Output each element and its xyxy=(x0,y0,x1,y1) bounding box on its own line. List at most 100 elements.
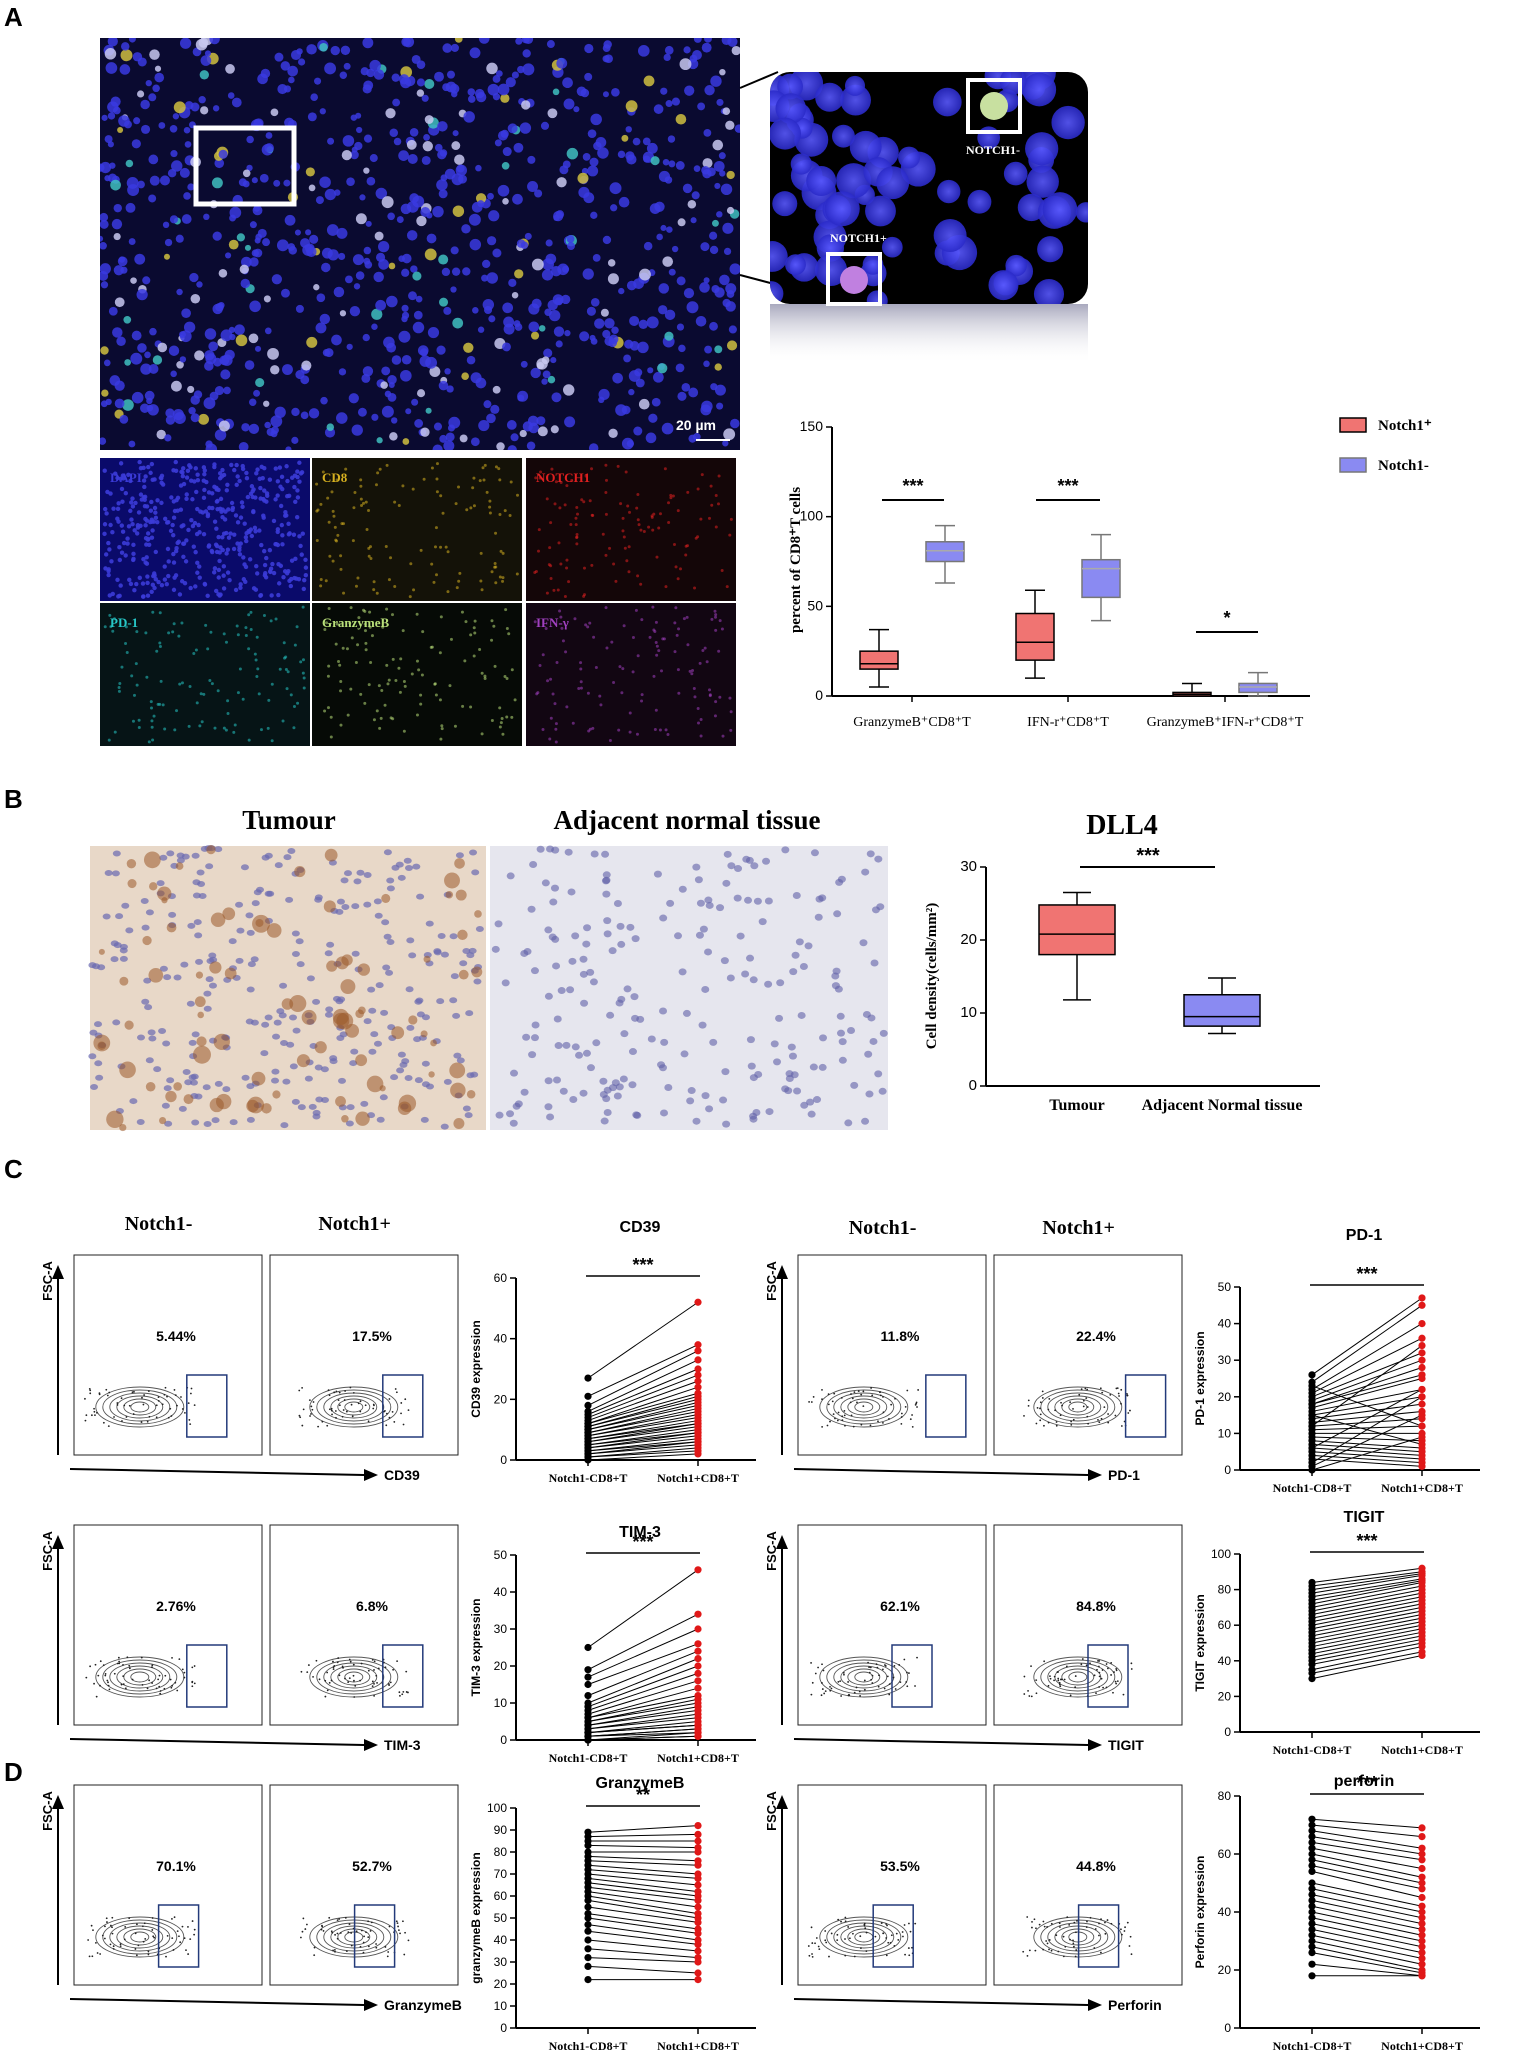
channel-dot xyxy=(494,465,498,469)
fsc-axis-label: FSC-A xyxy=(764,1791,779,1831)
channel-tile-notch1: NOTCH1 xyxy=(526,458,736,601)
ihc-nucleus xyxy=(92,963,101,970)
channel-dot xyxy=(464,620,468,624)
nucleus-dot xyxy=(214,158,225,169)
channel-dot xyxy=(258,593,263,598)
ihc-nucleus xyxy=(705,1105,714,1113)
nucleus-dot xyxy=(324,188,337,201)
event-dot xyxy=(89,1389,92,1392)
nucleus-dot xyxy=(1033,278,1065,304)
nucleus-dot xyxy=(112,327,123,338)
event-dot xyxy=(870,1678,873,1681)
nucleus-dot xyxy=(590,297,600,307)
event-dot xyxy=(362,1951,365,1954)
channel-dot xyxy=(378,467,382,471)
channel-dot xyxy=(134,581,139,587)
event-dot xyxy=(355,1930,358,1933)
nucleus-dot xyxy=(564,416,576,428)
channel-dot xyxy=(110,591,115,597)
nucleus-dot xyxy=(339,310,347,317)
channel-dot xyxy=(107,738,111,742)
ihc-nucleus xyxy=(613,1092,622,1100)
channel-dot xyxy=(236,691,240,695)
channel-dot xyxy=(181,541,186,546)
channel-dot xyxy=(245,494,251,500)
nucleus-dot xyxy=(438,189,448,199)
channel-dot xyxy=(479,551,483,555)
channel-dot xyxy=(360,503,364,507)
y-tick-label: 80 xyxy=(494,1845,508,1859)
event-dot xyxy=(883,1687,886,1690)
ihc-nucleus xyxy=(723,850,732,858)
channel-dot xyxy=(156,579,161,585)
nucleus-dot xyxy=(725,120,735,130)
nucleus-dot xyxy=(128,38,136,43)
channel-dot xyxy=(257,692,261,696)
nucleus-dot xyxy=(469,238,482,251)
highlight-cell xyxy=(980,92,1008,120)
channel-dot xyxy=(498,725,502,729)
y-axis-label: Perforin expression xyxy=(1193,1856,1207,1969)
channel-dot xyxy=(288,583,294,589)
nucleus-dot xyxy=(265,132,273,139)
ihc-nucleus xyxy=(246,929,255,936)
marker-axis-label: TIM-3 xyxy=(384,1737,421,1753)
channel-dot xyxy=(295,469,300,474)
ihc-stain xyxy=(124,1020,134,1030)
ihc-nucleus xyxy=(709,1038,718,1046)
ihc-stain xyxy=(161,897,168,904)
event-dot xyxy=(1023,1414,1025,1417)
nucleus-dot xyxy=(316,293,326,303)
channel-dot xyxy=(295,625,299,629)
ihc-nucleus xyxy=(141,924,150,931)
channel-dot xyxy=(627,570,631,574)
ihc-nucleus xyxy=(722,879,731,887)
pair-line xyxy=(1311,1436,1423,1442)
nucleus-dot xyxy=(451,267,461,276)
event-dot xyxy=(367,1669,370,1672)
y-axis-label: CD39 expression xyxy=(469,1320,483,1417)
event-dot xyxy=(312,1676,314,1678)
pair-line xyxy=(1311,1946,1423,1971)
nucleus-dot xyxy=(454,38,463,43)
channel-dot xyxy=(233,723,237,727)
channel-dot xyxy=(362,608,366,612)
channel-dot xyxy=(298,543,303,549)
pair-line xyxy=(1311,1934,1423,1959)
channel-dot xyxy=(130,496,135,501)
nucleus-dot xyxy=(108,306,118,316)
event-dot xyxy=(812,1395,815,1398)
channel-dot xyxy=(501,576,505,580)
event-dot xyxy=(135,1954,138,1957)
ihc-nucleus xyxy=(308,1103,317,1110)
pair-line xyxy=(1311,1818,1423,1829)
ihc-nucleus xyxy=(205,863,214,870)
event-dot xyxy=(1098,1421,1101,1424)
ihc-nucleus xyxy=(727,862,736,870)
channel-dot xyxy=(714,628,718,632)
channel-label: GranzymeB xyxy=(322,615,389,630)
nucleus-dot xyxy=(126,177,139,189)
ihc-nucleus xyxy=(166,850,175,857)
contour-ring xyxy=(330,1395,378,1419)
channel-dot xyxy=(624,470,628,474)
event-dot xyxy=(1086,1406,1089,1408)
nucleus-dot xyxy=(604,318,615,329)
nucleus-dot xyxy=(988,270,1019,301)
event-dot xyxy=(407,1409,410,1412)
x-tick-label: GranzymeB⁺IFN-r⁺CD8⁺T xyxy=(1147,715,1304,730)
nucleus-dot xyxy=(246,135,254,144)
channel-dot xyxy=(295,488,300,493)
ihc-nucleus xyxy=(462,1105,471,1112)
event-dot xyxy=(848,1693,850,1696)
contour-ring xyxy=(330,1665,378,1689)
channel-dot xyxy=(587,729,591,733)
event-dot xyxy=(364,1404,367,1407)
channel-dot xyxy=(567,580,571,584)
channel-dot xyxy=(128,508,133,514)
channel-dot xyxy=(271,518,277,524)
pair-line xyxy=(1311,1836,1423,1855)
channel-dot xyxy=(117,544,122,550)
nucleus-dot xyxy=(187,385,195,393)
